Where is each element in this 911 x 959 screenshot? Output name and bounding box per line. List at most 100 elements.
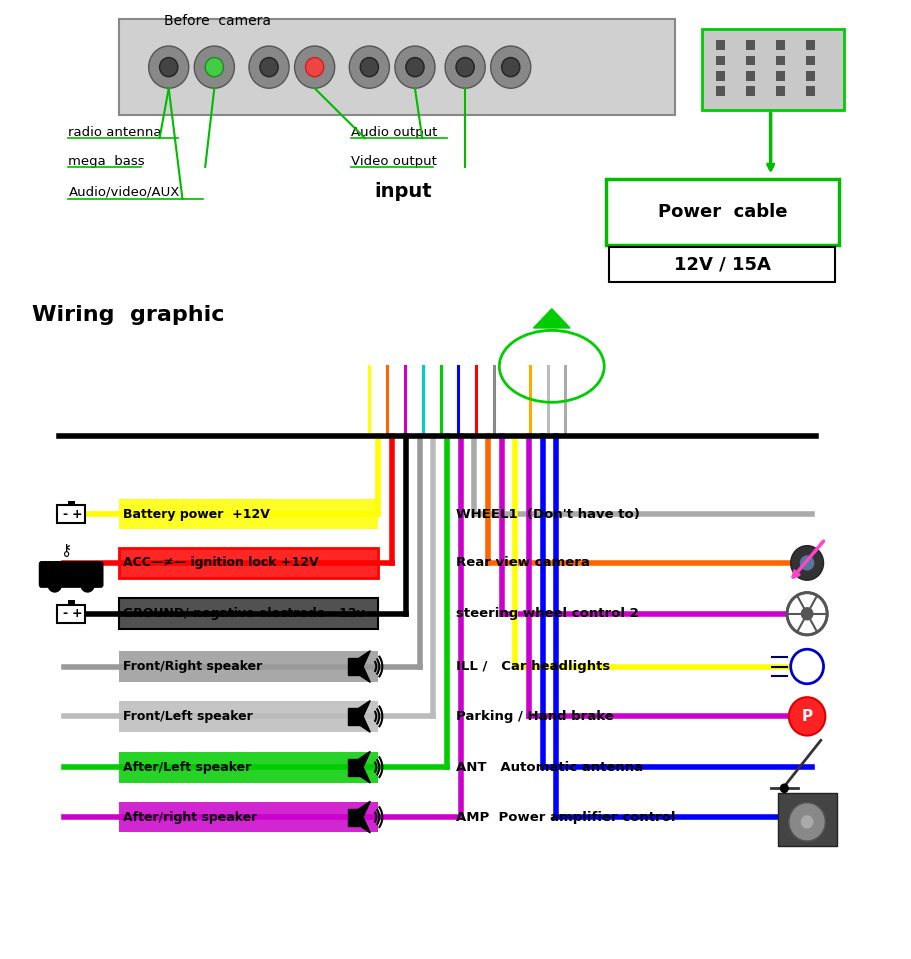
Text: After/Left speaker: After/Left speaker <box>123 760 251 774</box>
Bar <box>57 505 85 523</box>
Polygon shape <box>359 700 370 725</box>
Bar <box>118 752 378 783</box>
Bar <box>67 600 75 605</box>
Text: -: - <box>63 607 67 620</box>
Circle shape <box>294 46 334 88</box>
Bar <box>606 179 838 245</box>
Text: Video output: Video output <box>351 154 436 168</box>
Bar <box>118 598 378 629</box>
Bar <box>805 40 814 50</box>
Bar <box>745 40 754 50</box>
Text: WHEEL1  (Don't have to): WHEEL1 (Don't have to) <box>456 507 640 521</box>
Bar <box>805 56 814 65</box>
Text: input: input <box>374 182 431 201</box>
Text: +: + <box>72 507 82 521</box>
Bar <box>715 56 724 65</box>
Text: radio antenna: radio antenna <box>68 126 162 139</box>
Bar <box>777 793 836 846</box>
Bar <box>118 548 378 578</box>
FancyBboxPatch shape <box>38 561 104 588</box>
Bar <box>701 29 843 110</box>
Bar <box>57 605 85 622</box>
Bar <box>348 708 359 725</box>
Circle shape <box>305 58 323 77</box>
Text: Front/Left speaker: Front/Left speaker <box>123 710 252 723</box>
Bar <box>775 71 784 81</box>
Text: GROUND/ negative electrode  -12v: GROUND/ negative electrode -12v <box>123 607 364 620</box>
Circle shape <box>799 555 814 571</box>
Circle shape <box>260 58 278 77</box>
Text: Parking / Hand brake: Parking / Hand brake <box>456 710 613 723</box>
Bar <box>348 658 359 675</box>
Circle shape <box>779 784 788 793</box>
Bar <box>715 71 724 81</box>
Text: After/right speaker: After/right speaker <box>123 810 257 824</box>
Text: -: - <box>63 507 67 521</box>
Circle shape <box>788 803 824 841</box>
Bar <box>805 71 814 81</box>
Bar <box>775 40 784 50</box>
Circle shape <box>194 46 234 88</box>
Text: AMP  Power amplifier control: AMP Power amplifier control <box>456 810 675 824</box>
Text: 12V / 15A: 12V / 15A <box>673 256 770 273</box>
Polygon shape <box>533 309 569 328</box>
Text: Battery power  +12V: Battery power +12V <box>123 507 270 521</box>
Polygon shape <box>359 708 370 733</box>
Circle shape <box>790 649 823 684</box>
Circle shape <box>249 46 289 88</box>
Text: P: P <box>801 709 812 724</box>
Circle shape <box>490 46 530 88</box>
Text: mega  bass: mega bass <box>68 154 145 168</box>
Circle shape <box>394 46 435 88</box>
Bar <box>775 86 784 96</box>
Circle shape <box>800 815 813 829</box>
Bar <box>609 247 834 282</box>
Circle shape <box>159 58 178 77</box>
Circle shape <box>47 577 62 593</box>
Text: ILL /   Car headlights: ILL / Car headlights <box>456 660 609 673</box>
Text: Before  camera: Before camera <box>164 14 271 29</box>
Bar <box>745 71 754 81</box>
Circle shape <box>80 577 95 593</box>
Bar <box>67 501 75 505</box>
Polygon shape <box>359 658 370 683</box>
Bar <box>118 548 378 578</box>
Text: ⚷: ⚷ <box>61 543 72 558</box>
Circle shape <box>456 58 474 77</box>
Text: Audio/video/AUX: Audio/video/AUX <box>68 185 179 199</box>
Circle shape <box>790 546 823 580</box>
Bar <box>745 56 754 65</box>
Circle shape <box>205 58 223 77</box>
Bar <box>118 701 378 732</box>
Polygon shape <box>359 752 370 776</box>
Text: Power  cable: Power cable <box>658 203 786 221</box>
Text: Rear view camera: Rear view camera <box>456 556 589 570</box>
Text: Wiring  graphic: Wiring graphic <box>32 305 224 324</box>
Bar <box>715 86 724 96</box>
Circle shape <box>501 58 519 77</box>
Polygon shape <box>359 650 370 675</box>
Bar <box>118 802 378 832</box>
Text: ACC—≠— ignition lock +12V: ACC—≠— ignition lock +12V <box>123 556 319 570</box>
Circle shape <box>800 607 813 620</box>
Polygon shape <box>359 808 370 832</box>
Circle shape <box>360 58 378 77</box>
Circle shape <box>349 46 389 88</box>
Text: +: + <box>72 607 82 620</box>
Polygon shape <box>359 759 370 783</box>
Bar <box>118 651 378 682</box>
Text: Front/Right speaker: Front/Right speaker <box>123 660 262 673</box>
Bar <box>348 808 359 826</box>
Circle shape <box>405 58 424 77</box>
Circle shape <box>148 46 189 88</box>
Circle shape <box>786 593 826 635</box>
Bar <box>118 499 378 529</box>
Bar <box>805 86 814 96</box>
Bar <box>715 40 724 50</box>
Text: steering wheel control 2: steering wheel control 2 <box>456 607 638 620</box>
Text: Audio output: Audio output <box>351 126 437 139</box>
Bar <box>118 598 378 629</box>
Bar <box>745 86 754 96</box>
Bar <box>348 759 359 776</box>
Circle shape <box>445 46 485 88</box>
